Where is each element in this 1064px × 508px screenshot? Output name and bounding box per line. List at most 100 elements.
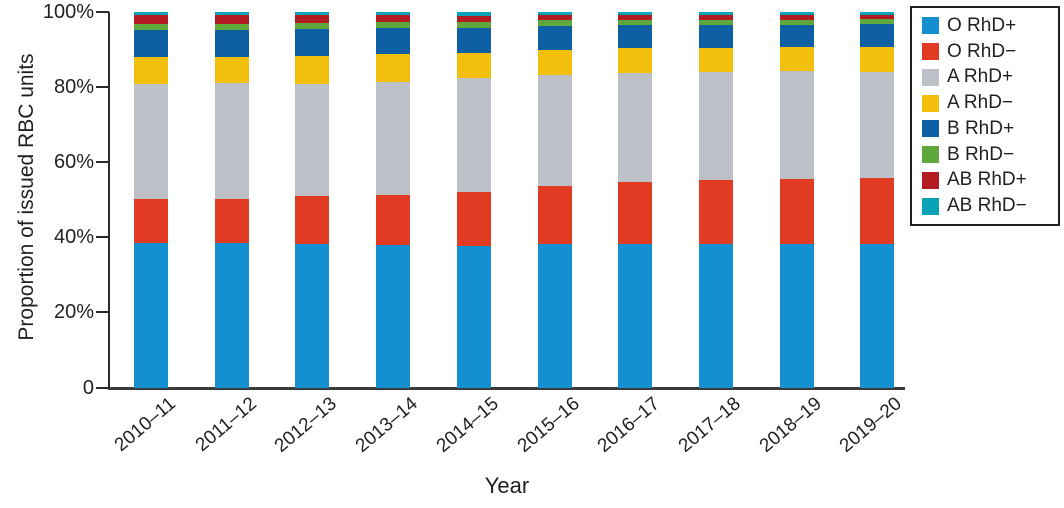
bar-segment-AB-RhD+ bbox=[214, 15, 249, 24]
bar-segment-A-RhD+ bbox=[779, 71, 814, 180]
bar-segment-A-RhD+ bbox=[698, 71, 733, 180]
bar-segment-B-RhD+ bbox=[295, 28, 330, 57]
legend-label: B RhD+ bbox=[947, 117, 1015, 139]
bar-segment-B-RhD− bbox=[214, 23, 249, 30]
bar-segment-O-RhD− bbox=[134, 199, 168, 244]
y-tick-label: 100% bbox=[42, 1, 94, 23]
legend-item: AB RhD− bbox=[922, 194, 1058, 218]
bar-2011-12 bbox=[214, 12, 249, 388]
legend-label: A RhD+ bbox=[947, 66, 1014, 88]
bar-segment-AB-RhD− bbox=[860, 12, 895, 16]
bar-segment-AB-RhD− bbox=[698, 12, 733, 16]
legend-swatch-A-RhD− bbox=[922, 94, 939, 112]
bar-segment-A-RhD+ bbox=[214, 83, 249, 199]
bar-segment-AB-RhD− bbox=[376, 12, 411, 16]
y-tick-mark bbox=[96, 11, 109, 13]
bar-segment-A-RhD− bbox=[134, 57, 168, 84]
bar-segment-A-RhD− bbox=[456, 52, 491, 79]
bar-segment-O-RhD+ bbox=[537, 244, 572, 388]
bar-segment-AB-RhD− bbox=[295, 12, 330, 16]
bar-segment-O-RhD− bbox=[376, 194, 411, 246]
y-tick-mark bbox=[96, 236, 109, 239]
bar-segment-O-RhD− bbox=[537, 186, 572, 245]
bar-segment-O-RhD− bbox=[698, 179, 733, 245]
legend-item: A RhD− bbox=[922, 91, 1058, 115]
bar-segment-AB-RhD+ bbox=[456, 15, 491, 22]
y-tick-label: 40% bbox=[53, 226, 94, 249]
bar-segment-A-RhD− bbox=[214, 57, 249, 84]
legend-item: AB RhD+ bbox=[922, 168, 1058, 192]
bar-segment-O-RhD+ bbox=[456, 246, 491, 388]
bar-segment-B-RhD+ bbox=[698, 25, 733, 48]
bar-segment-A-RhD− bbox=[537, 49, 572, 76]
bar-segment-O-RhD+ bbox=[214, 243, 249, 388]
bar-segment-B-RhD− bbox=[779, 19, 814, 25]
bar-segment-B-RhD− bbox=[295, 23, 330, 29]
bar-2017-18 bbox=[698, 12, 733, 388]
legend-label: A RhD− bbox=[947, 92, 1014, 114]
legend-label: O RhD− bbox=[947, 40, 1017, 62]
bar-segment-AB-RhD− bbox=[779, 12, 814, 16]
bar-segment-A-RhD− bbox=[376, 54, 411, 82]
legend: O RhD+ O RhD− A RhD+ A RhD− B RhD+ B RhD− AB R… bbox=[910, 6, 1060, 226]
bar-segment-O-RhD− bbox=[456, 192, 491, 247]
legend-label: AB RhD+ bbox=[947, 169, 1027, 191]
y-tick-mark bbox=[96, 86, 109, 89]
bar-segment-AB-RhD− bbox=[134, 12, 168, 16]
bar-segment-B-RhD− bbox=[376, 22, 411, 28]
bar-segment-A-RhD+ bbox=[134, 83, 168, 200]
bar-segment-AB-RhD+ bbox=[295, 15, 330, 24]
y-tick-label: 80% bbox=[53, 76, 94, 99]
bar-segment-AB-RhD+ bbox=[134, 15, 168, 24]
bar-segment-B-RhD− bbox=[537, 20, 572, 26]
bar-segment-O-RhD+ bbox=[779, 243, 814, 388]
bar-segment-AB-RhD+ bbox=[860, 15, 895, 19]
bar-segment-O-RhD+ bbox=[860, 243, 895, 388]
bar-segment-A-RhD− bbox=[779, 46, 814, 72]
bar-2010-11 bbox=[134, 12, 168, 388]
bar-segment-A-RhD− bbox=[860, 46, 895, 72]
bar-segment-B-RhD+ bbox=[618, 25, 653, 48]
bar-segment-AB-RhD+ bbox=[376, 15, 411, 23]
legend-item: O RhD− bbox=[922, 40, 1058, 64]
legend-swatch-AB-RhD− bbox=[922, 197, 939, 215]
bar-segment-B-RhD+ bbox=[537, 25, 572, 50]
bar-segment-B-RhD− bbox=[698, 19, 733, 26]
legend-item: A RhD+ bbox=[922, 65, 1058, 89]
bar-segment-O-RhD− bbox=[860, 177, 895, 244]
bar-segment-A-RhD− bbox=[698, 47, 733, 72]
bar-segment-B-RhD+ bbox=[779, 24, 814, 47]
y-tick-label: 60% bbox=[53, 151, 94, 174]
x-axis-title: Year bbox=[484, 473, 530, 498]
bar-segment-O-RhD− bbox=[295, 196, 330, 245]
y-axis-line bbox=[108, 12, 110, 389]
bar-segment-A-RhD− bbox=[618, 47, 653, 73]
legend-item: O RhD+ bbox=[922, 14, 1058, 38]
y-axis-title: Proportion of issued RBC units bbox=[15, 53, 38, 341]
y-tick-mark bbox=[96, 311, 109, 314]
bar-segment-B-RhD+ bbox=[134, 30, 168, 58]
bar-segment-A-RhD+ bbox=[295, 83, 330, 197]
legend-swatch-AB-RhD+ bbox=[922, 171, 939, 189]
x-axis-baseline bbox=[108, 387, 905, 390]
bar-2015-16 bbox=[537, 12, 572, 388]
bar-segment-AB-RhD+ bbox=[537, 15, 572, 21]
bar-segment-O-RhD+ bbox=[698, 244, 733, 388]
bar-2019-20 bbox=[860, 12, 895, 388]
legend-label: O RhD+ bbox=[947, 14, 1017, 36]
bar-segment-AB-RhD− bbox=[537, 12, 572, 16]
bar-segment-AB-RhD+ bbox=[779, 15, 814, 20]
bar-segment-A-RhD+ bbox=[456, 78, 491, 193]
bar-segment-B-RhD+ bbox=[214, 29, 249, 58]
y-tick-mark bbox=[96, 386, 109, 389]
bar-2018-19 bbox=[779, 12, 814, 388]
legend-label: AB RhD− bbox=[947, 195, 1027, 217]
bar-segment-B-RhD− bbox=[134, 23, 168, 31]
bar-2014-15 bbox=[456, 12, 491, 388]
legend-swatch-O-RhD− bbox=[922, 43, 939, 61]
bar-2013-14 bbox=[376, 12, 411, 388]
legend-swatch-B-RhD+ bbox=[922, 120, 939, 138]
bar-segment-B-RhD+ bbox=[376, 27, 411, 55]
bar-2016-17 bbox=[618, 12, 653, 388]
